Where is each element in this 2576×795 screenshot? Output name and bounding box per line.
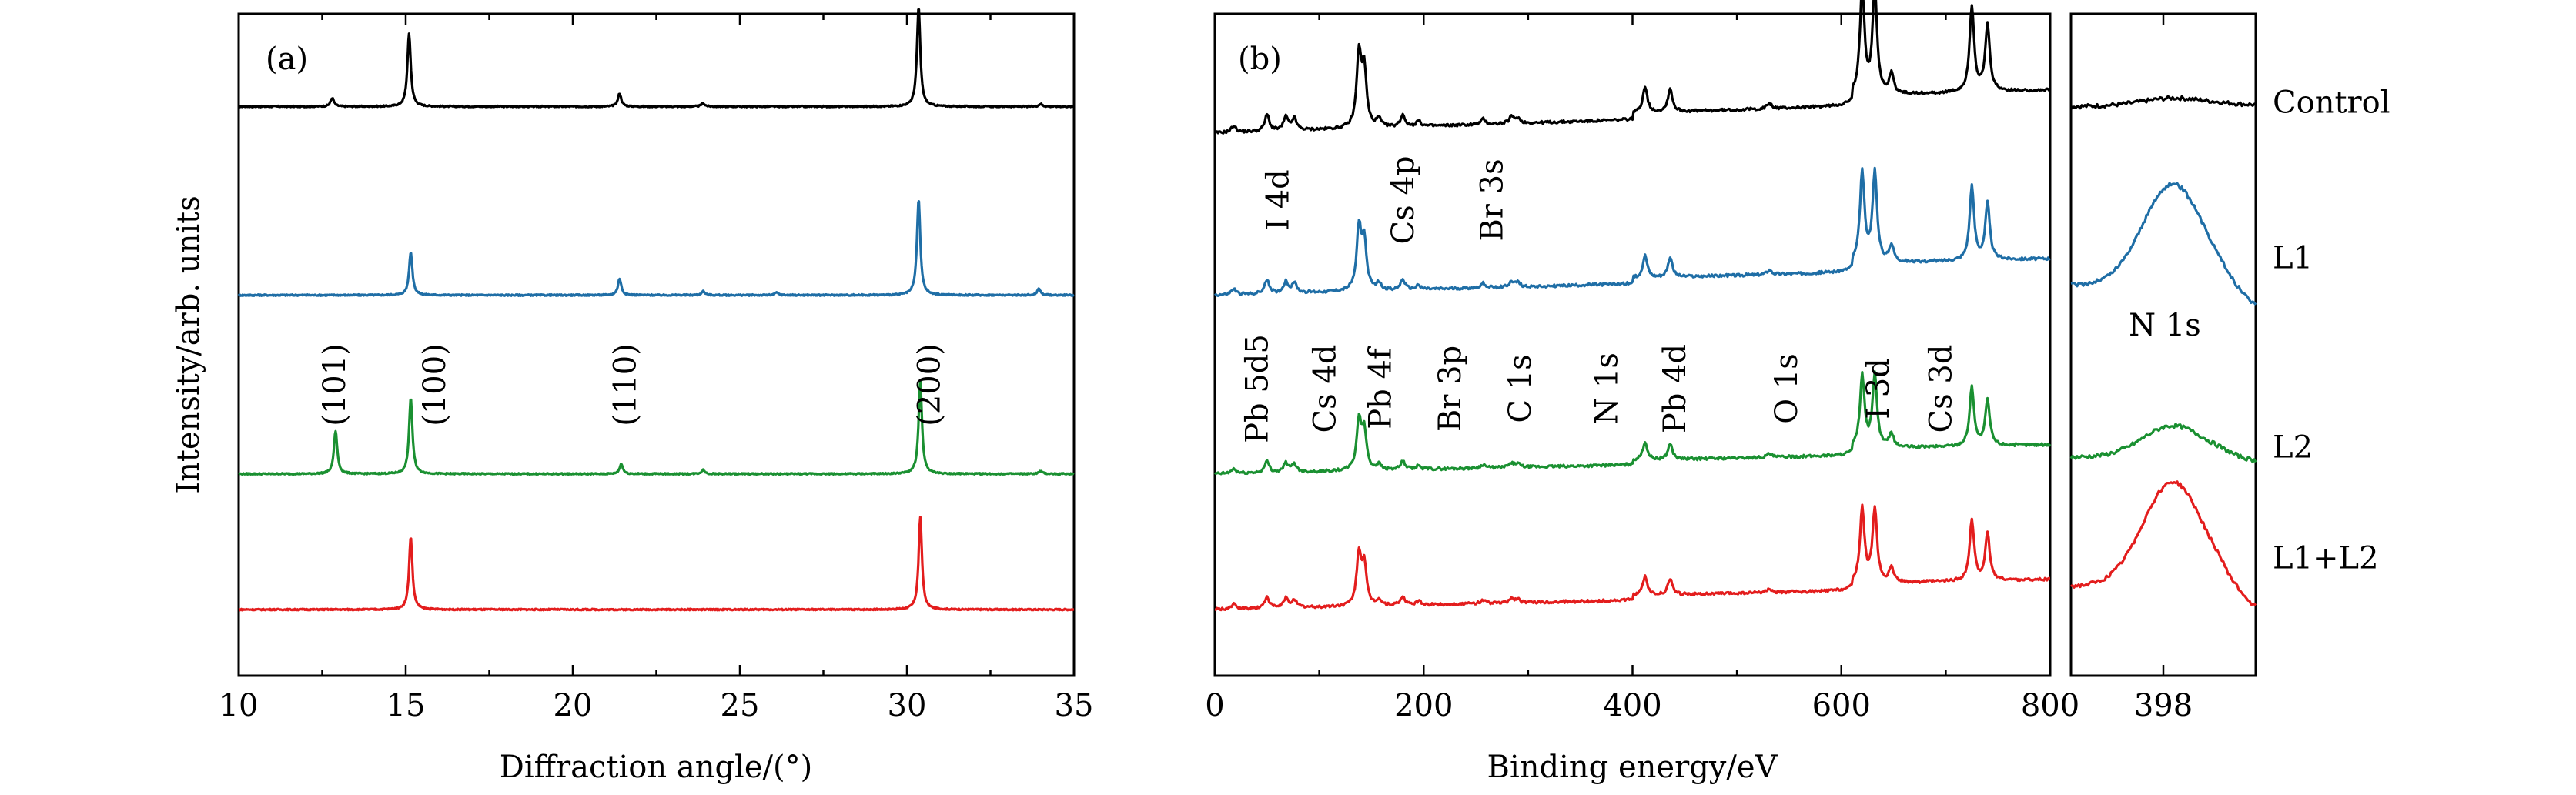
panel-a-curves (237, 8, 1075, 612)
panel-b-xlabel: Binding energy/eV (1487, 750, 1778, 785)
panel-b-tag: (b) (1238, 42, 1282, 77)
panel-a-peak-label: (200) (912, 343, 947, 426)
panel-b-xtick-label: 200 (1394, 688, 1453, 723)
panel-inset-series-L2 (2069, 423, 2257, 463)
inset-n1s-label: N 1s (2129, 308, 2201, 343)
panel-b-peak-labels: Pb 5d5 I 4d Cs 4d Pb 4f Cs 4p Br 3p Br 3s C 1s N… (1239, 156, 1959, 443)
series-label-L1: L1 (2273, 240, 2313, 276)
panel-b-peak-label: Pb 4f (1363, 346, 1398, 429)
series-label-control: Control (2273, 85, 2390, 120)
panel-inset-xtick-label: 398 (2134, 688, 2193, 723)
panel-a-xtick-label: 15 (386, 688, 426, 723)
panel-b-xtick-label: 0 (1205, 688, 1224, 723)
panel-b-peak-label: Pb 4d (1658, 344, 1693, 433)
panel-a-xtick-label: 35 (1055, 688, 1094, 723)
panel-a-xtick-label: 10 (219, 688, 259, 723)
panel-a-series-L1-L2 (238, 516, 1075, 612)
panel-b-peak-label: Cs 3d (1924, 345, 1959, 433)
panel-b-series-control (1214, 0, 2052, 135)
panel-a-peak-label: (110) (607, 343, 643, 426)
panel-b-xtick-label: 800 (2021, 688, 2079, 723)
panel-a-xtick-label: 30 (888, 688, 927, 723)
panel-a-tag: (a) (266, 42, 308, 77)
panel-a-xtick-label: 20 (554, 688, 593, 723)
panel-a-series-control (238, 8, 1075, 109)
panel-a-xlabel: Diffraction angle/(°) (500, 750, 812, 785)
panel-a-peak-label: (100) (417, 343, 453, 426)
panel-a-series-L2 (238, 379, 1075, 476)
panel-b-ticks: 0 200 400 600 800 (1205, 14, 2079, 723)
panel-a-ticks: 10 15 20 25 30 35 (219, 14, 1094, 723)
panel-a-ylabel: Intensity/arb. units (171, 195, 206, 493)
panel-a-frame (237, 12, 1076, 677)
panel-inset-series-L1-L2 (2070, 480, 2257, 606)
panel-inset-frame (2069, 12, 2257, 677)
panel-b-peak-label: I 4d (1260, 169, 1296, 231)
panel-inset-series-L1 (2070, 182, 2257, 306)
panel-b-peak-label: Br 3s (1474, 159, 1510, 241)
panel-a-peak-label: (101) (317, 343, 353, 426)
panel-b-xtick-label: 400 (1603, 688, 1661, 723)
panel-b-peak-label: Br 3p (1433, 346, 1468, 432)
panel-inset-curves (2069, 95, 2257, 606)
panel-b-peak-label: O 1s (1769, 353, 1805, 423)
panel-b-curves (1213, 0, 2052, 612)
series-label-L2: L2 (2273, 430, 2313, 466)
panel-b-peak-label: Pb 5d5 (1239, 334, 1275, 443)
panel-inset-ticks: 398 (2134, 14, 2193, 723)
panel-inset-series-control (2069, 95, 2257, 110)
panel-a-xtick-label: 25 (721, 688, 760, 723)
panel-b-series-L1-L2 (1214, 503, 2051, 612)
panel-b-peak-label: Cs 4d (1307, 345, 1343, 433)
panel-inset-series-labels: Control L1 L2 L1+L2 (2273, 85, 2390, 576)
panel-b-series-L1 (1214, 166, 2051, 297)
series-label-L1-L2: L1+L2 (2273, 541, 2379, 576)
panel-b-peak-label: N 1s (1590, 352, 1625, 425)
panel-a-peak-labels: (101) (100) (110) (200) (317, 343, 948, 426)
panel-b-peak-label: C 1s (1503, 354, 1538, 423)
panel-b-peak-label: Cs 4p (1386, 156, 1421, 245)
panel-b-xtick-label: 600 (1812, 688, 1871, 723)
panel-b-series-L2 (1213, 370, 2052, 476)
panel-b-peak-label: I 3d (1861, 358, 1896, 419)
panel-a-series-L1 (237, 200, 1075, 297)
